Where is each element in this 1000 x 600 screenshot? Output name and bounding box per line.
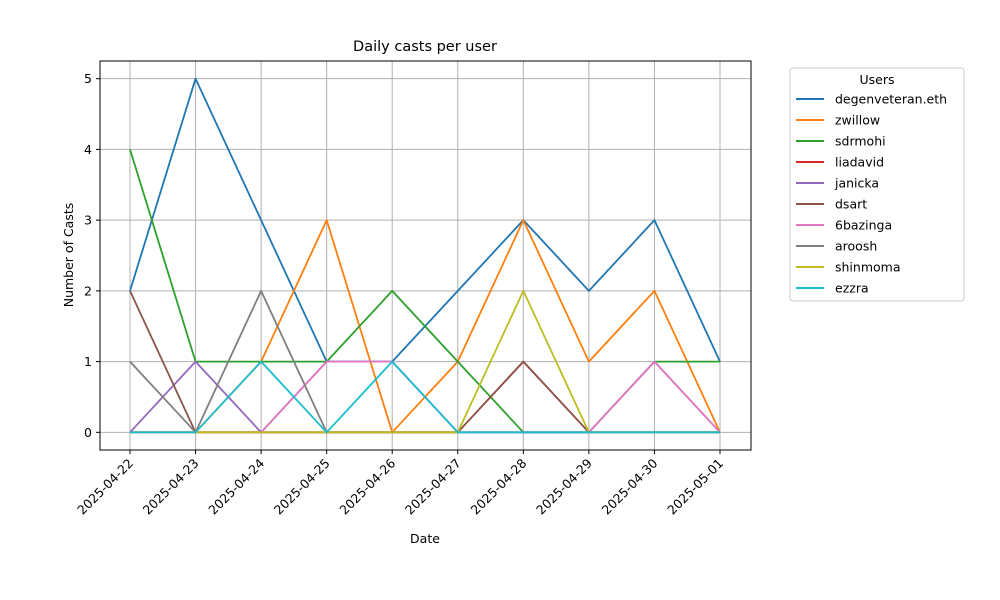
legend-title: Users [859, 72, 894, 87]
legend-label: dsart [835, 197, 867, 212]
x-tick-label: 2025-04-25 [271, 456, 333, 518]
legend-label: ezzra [835, 281, 869, 296]
x-tick-label: 2025-04-27 [402, 456, 464, 518]
y-tick-label: 3 [84, 213, 92, 228]
y-axis-label: Number of Casts [61, 203, 76, 308]
x-tick-label: 2025-04-22 [74, 456, 136, 518]
x-tick-label: 2025-05-01 [664, 456, 726, 518]
chart-title: Daily casts per user [353, 39, 497, 55]
x-tick-label: 2025-04-29 [533, 455, 595, 517]
x-tick-label: 2025-04-24 [205, 455, 267, 517]
x-tick-label: 2025-04-23 [140, 456, 202, 518]
grid [100, 61, 751, 450]
x-axis: 2025-04-22 2025-04-23 2025-04-24 2025-04-25… [74, 450, 726, 517]
legend-label: aroosh [835, 239, 877, 254]
series-lines [129, 77, 721, 434]
legend: Users degenveteran.eth zwillow sdrmohi liad… [789, 67, 965, 302]
legend-label: 6bazinga [835, 218, 892, 233]
legend-label: janicka [834, 176, 879, 191]
legend-label: shinmoma [835, 260, 901, 275]
y-axis: 0 1 2 3 4 5 [84, 71, 100, 440]
legend-label: sdrmohi [835, 134, 886, 149]
x-tick-label: 2025-04-28 [467, 455, 529, 517]
x-tick-label: 2025-04-30 [599, 455, 661, 517]
legend-label: zwillow [835, 113, 880, 128]
x-tick-label: 2025-04-26 [336, 455, 398, 517]
legend-label: liadavid [835, 155, 884, 170]
legend-frame [789, 67, 965, 302]
y-tick-label: 0 [84, 425, 92, 440]
y-tick-label: 5 [84, 71, 92, 86]
series-line-ezzra [130, 360, 720, 434]
y-tick-label: 4 [84, 142, 92, 157]
x-axis-label: Date [410, 531, 440, 546]
plot-frame [99, 60, 752, 451]
y-tick-label: 1 [84, 354, 92, 369]
y-tick-label: 2 [84, 283, 92, 298]
legend-label: degenveteran.eth [835, 92, 947, 107]
